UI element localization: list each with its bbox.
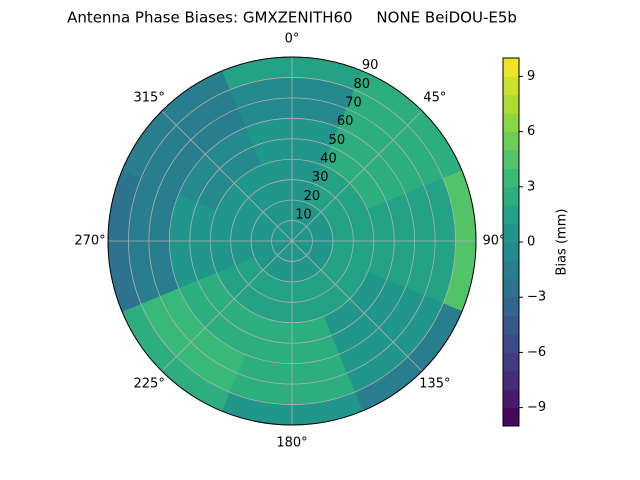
colorbar-band <box>503 223 519 243</box>
colorbar-band <box>503 58 519 77</box>
theta-tick-label: 225° <box>134 376 165 391</box>
r-tick-label: 80 <box>354 77 371 92</box>
theta-tick-label: 270° <box>74 234 105 249</box>
theta-tick-label: 315° <box>134 91 165 106</box>
colorbar-band <box>503 186 519 206</box>
colorbar-band <box>503 260 519 280</box>
r-tick-label: 20 <box>304 189 321 204</box>
colorbar-tick-label: −9 <box>527 400 546 415</box>
r-tick-label: 40 <box>320 151 337 166</box>
colorbar-tick-label: 3 <box>527 179 535 194</box>
colorbar-band <box>503 76 519 96</box>
r-tick-label: 70 <box>345 95 362 110</box>
colorbar-tick-label: 6 <box>527 124 535 139</box>
r-tick-label: 30 <box>312 170 329 185</box>
colorbar-band <box>503 370 519 390</box>
colorbar-band <box>503 94 519 114</box>
colorbar-band <box>503 334 519 353</box>
colorbar-band <box>503 315 519 335</box>
colorbar-label: Bias (mm) <box>555 209 570 276</box>
r-tick-label: 90 <box>362 58 379 73</box>
r-tick-label: 60 <box>337 114 354 129</box>
colorbar-tick-label: −3 <box>527 290 546 305</box>
theta-tick-label: 0° <box>285 32 300 47</box>
colorbar-tick-label: −6 <box>527 345 546 360</box>
grid-spoke <box>291 240 423 372</box>
grid-spoke <box>161 110 293 242</box>
colorbar-band <box>503 407 519 427</box>
colorbar-band <box>503 168 519 188</box>
theta-tick-label: 135° <box>419 376 450 391</box>
grid-spoke <box>161 240 293 372</box>
colorbar-band <box>503 242 519 261</box>
colorbar-band <box>503 205 519 225</box>
colorbar-tick-label: 9 <box>527 69 535 84</box>
colorbar-band <box>503 113 519 133</box>
colorbar-band <box>503 278 519 298</box>
colorbar-tick-label: 0 <box>527 235 535 250</box>
theta-tick-label: 180° <box>276 436 307 451</box>
r-tick-label: 50 <box>329 133 346 148</box>
colorbar-band <box>503 389 519 409</box>
grid-spoke <box>291 110 423 242</box>
colorbar-band <box>503 150 519 169</box>
colorbar-band <box>503 297 519 317</box>
r-tick-label: 10 <box>295 208 312 223</box>
colorbar-band <box>503 131 519 151</box>
chart-title: Antenna Phase Biases: GMXZENITH60 NONE B… <box>67 9 517 27</box>
polar-frame <box>107 56 477 426</box>
theta-tick-label: 90° <box>482 234 505 249</box>
colorbar-band <box>503 352 519 372</box>
theta-tick-label: 45° <box>423 91 446 106</box>
